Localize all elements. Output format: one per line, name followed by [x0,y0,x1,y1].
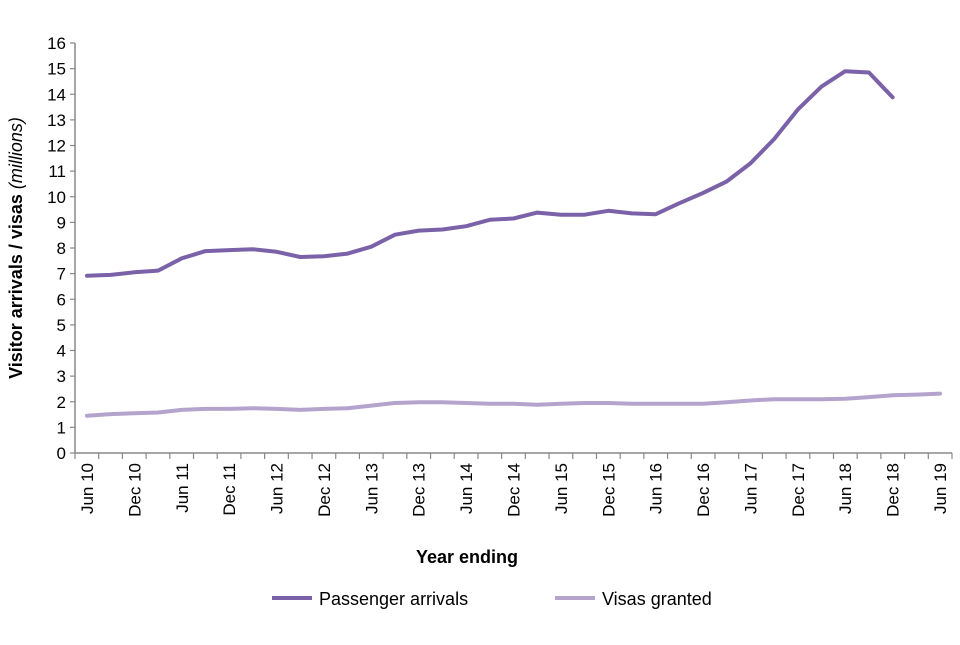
y-axis-title: Visitor arrivals / visas (millions) [6,117,26,379]
y-tick-label: 11 [48,162,66,181]
x-axis-title: Year ending [416,547,518,567]
y-axis-title-unit: (millions) [6,117,26,189]
x-tick-label: Jun 13 [362,463,381,514]
x-tick-label: Jun 10 [78,463,97,514]
x-tick-label: Dec 18 [884,463,903,517]
y-tick-label: 6 [57,290,66,309]
x-tick-label: Jun 15 [552,463,571,514]
legend-label-visas-granted: Visas granted [602,589,712,609]
y-tick-label: 2 [57,393,66,412]
x-tick-label: Jun 18 [836,463,855,514]
legend: Passenger arrivals Visas granted [272,589,712,609]
x-tick-label: Dec 11 [220,463,239,516]
y-tick-label: 3 [57,367,66,386]
x-tick-label: Dec 16 [694,463,713,517]
y-tick-label: 13 [47,111,66,130]
series-lines [85,69,942,418]
x-tick-label: Jun 11 [173,463,192,513]
x-tick-label: Dec 10 [125,463,144,517]
y-tick-label: 0 [57,444,66,463]
y-tick-label: 14 [47,85,66,104]
y-tick-label: 4 [57,342,66,361]
x-tick-label: Jun 19 [931,463,950,514]
x-tick-label: Jun 14 [457,463,476,514]
x-tick-label: Dec 17 [789,463,808,517]
y-tick-label: 1 [57,418,66,437]
y-tick-label: 12 [47,137,66,156]
y-tick-label: 7 [57,265,66,284]
x-tick-label: Jun 17 [741,463,760,514]
x-tick-label: Jun 12 [268,463,287,514]
y-tick-label: 5 [57,316,66,335]
y-tick-label: 15 [47,60,66,79]
y-tick-label: 9 [57,213,66,232]
x-tick-label: Dec 12 [315,463,334,517]
y-tick-label: 16 [47,34,66,53]
y-tick-label: 8 [57,239,66,258]
legend-label-passenger-arrivals: Passenger arrivals [319,589,468,609]
x-tick-label: Dec 13 [410,463,429,517]
x-tick-label: Dec 15 [599,463,618,517]
series-line-visas-granted [85,391,942,418]
series-line-passenger-arrivals [85,69,895,278]
y-tick-label: 10 [47,188,66,207]
x-tick-label: Jun 16 [647,463,666,514]
x-tick-label: Dec 14 [505,463,524,517]
y-axis-title-main: Visitor arrivals / visas [6,194,26,379]
